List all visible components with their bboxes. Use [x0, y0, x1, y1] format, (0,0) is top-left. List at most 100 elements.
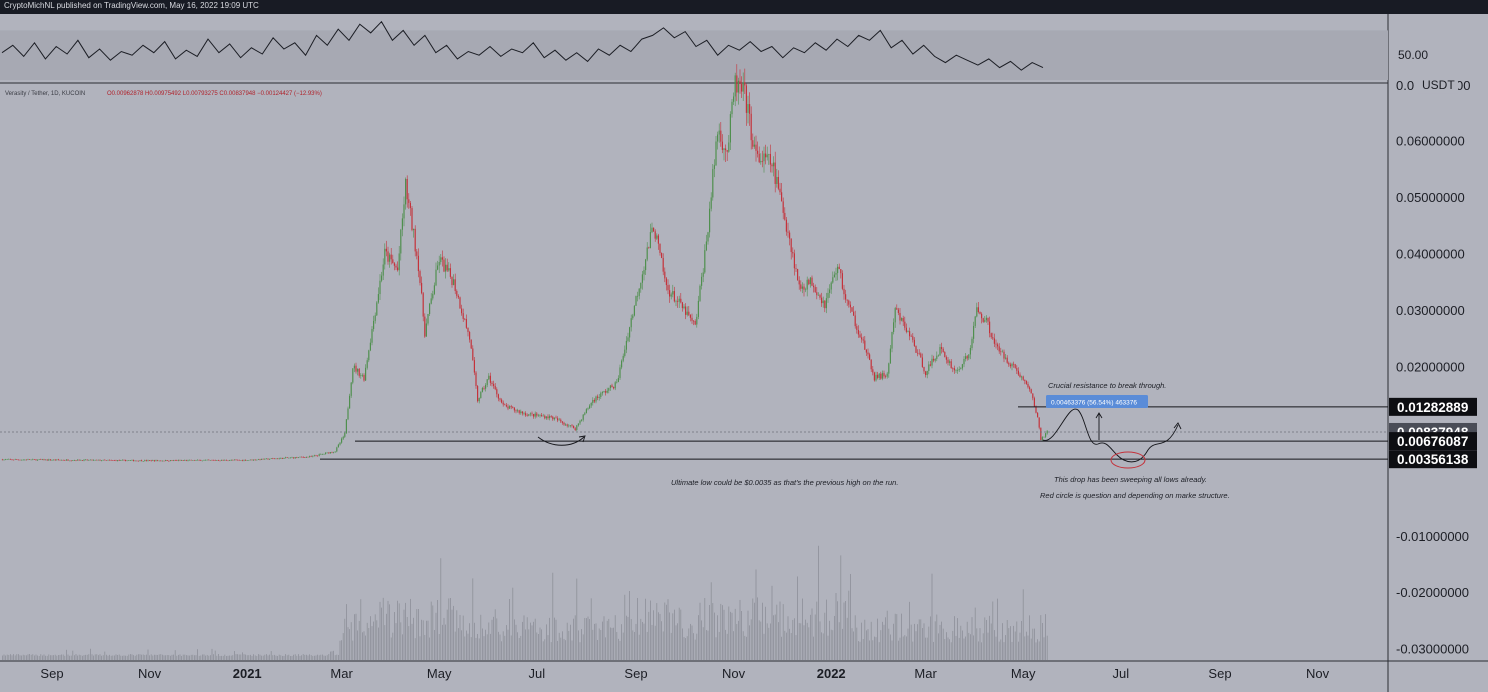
- volume-bar: [298, 654, 299, 660]
- candle-body: [65, 459, 67, 461]
- candle-body: [230, 459, 232, 461]
- volume-bar: [440, 558, 442, 660]
- volume-bar: [270, 651, 272, 660]
- volume-bar: [755, 569, 757, 660]
- candle-body: [241, 460, 243, 461]
- candle-body: [632, 315, 634, 319]
- candle-body: [457, 295, 459, 298]
- volume-bar: [322, 654, 323, 660]
- volume-bar: [1013, 625, 1014, 660]
- candle-body: [800, 284, 802, 289]
- price-axis[interactable]: 0.06000000 0.05000000 0.04000000 0.03000000…: [1389, 77, 1477, 657]
- volume-bar: [699, 602, 701, 660]
- volume-bar: [123, 655, 125, 660]
- candle-body: [297, 457, 299, 458]
- volume-bar: [866, 630, 867, 660]
- candle-body: [595, 396, 597, 402]
- volume-bar: [245, 654, 246, 660]
- volume-bar: [800, 623, 802, 660]
- volume-bar: [1006, 619, 1008, 660]
- volume-bar: [771, 585, 773, 660]
- candle-body: [424, 316, 426, 337]
- chart-frame: [0, 14, 1488, 692]
- candle-body: [761, 161, 763, 162]
- candle-body: [448, 268, 450, 271]
- volume-bar: [536, 632, 538, 660]
- volume-bar: [208, 655, 210, 660]
- volume-bar: [714, 612, 715, 660]
- candle-body: [907, 331, 909, 332]
- candle-body: [35, 459, 37, 461]
- annotation-sweeping-lows: This drop has been sweeping all lows alr…: [1054, 475, 1207, 484]
- volume-bar: [954, 616, 955, 660]
- candle-body: [190, 459, 192, 461]
- candle-body: [205, 460, 207, 461]
- volume-bar: [306, 654, 307, 660]
- volume-bar: [146, 654, 147, 660]
- volume-bar: [477, 633, 478, 660]
- volume-bar: [493, 616, 494, 660]
- candle-body: [1009, 364, 1011, 367]
- candle-body: [680, 298, 682, 303]
- candle-body: [558, 419, 560, 421]
- candle-body: [472, 348, 474, 361]
- volume-bar: [885, 617, 886, 660]
- volume-bar: [568, 630, 570, 660]
- level-price-tag: [1389, 397, 1477, 416]
- measure-label: 0.00463376 (56.54%) 463376: [1051, 400, 1137, 407]
- volume-bar: [1000, 639, 1002, 660]
- candle-body: [981, 313, 983, 319]
- volume-bar: [157, 654, 158, 660]
- candle-body: [542, 415, 544, 417]
- candle-body: [40, 459, 42, 460]
- volume-bar: [816, 601, 818, 660]
- candle-body: [734, 75, 736, 97]
- candle-body: [339, 442, 341, 445]
- volume-bar: [590, 598, 592, 660]
- time-axis[interactable]: Sep Nov 2021 Mar May Jul Sep Nov 2022 Mar May Jul Se…: [40, 666, 1329, 681]
- volume-bar: [829, 620, 830, 660]
- volume-bar: [603, 616, 605, 660]
- volume-bar: [386, 613, 387, 660]
- publish-line: CryptoMichNL published on TradingView.co…: [4, 1, 259, 10]
- candle-body: [531, 413, 533, 415]
- volume-bars: [1, 545, 1048, 660]
- candle-body: [1016, 367, 1018, 371]
- swing-low-arrowhead: [578, 435, 586, 443]
- candle-body: [61, 459, 63, 461]
- candle-body: [605, 391, 607, 393]
- candle-body: [445, 264, 447, 272]
- volume-bar: [1, 655, 3, 660]
- candle-body: [865, 349, 867, 353]
- volume-bar: [557, 640, 558, 660]
- volume-bar: [642, 621, 643, 660]
- candle-body: [464, 318, 466, 320]
- volume-bar: [51, 655, 53, 660]
- volume-bar: [848, 590, 850, 660]
- volume-bar: [301, 655, 302, 660]
- volume-bar: [16, 654, 18, 660]
- candle-body: [400, 229, 402, 254]
- candle-body: [547, 416, 549, 419]
- volume-bar: [586, 618, 587, 660]
- candle-body: [121, 459, 123, 461]
- candle-body: [13, 459, 15, 461]
- candle-body: [57, 459, 59, 461]
- volume-bar: [749, 625, 750, 660]
- candle-body: [473, 360, 475, 373]
- volume-bar: [698, 615, 699, 660]
- volume-bar: [722, 605, 723, 660]
- volume-bar: [267, 655, 269, 660]
- volume-bar: [573, 618, 574, 660]
- candle-body: [845, 294, 847, 300]
- candle-body: [600, 393, 602, 397]
- candle-body: [267, 458, 269, 460]
- candle-body: [715, 141, 717, 166]
- volume-bar: [966, 621, 968, 660]
- candle-body: [405, 178, 407, 205]
- candle-body: [872, 369, 874, 373]
- volume-bar: [1022, 589, 1024, 660]
- volume-bar: [779, 601, 781, 660]
- candle-body: [803, 286, 805, 290]
